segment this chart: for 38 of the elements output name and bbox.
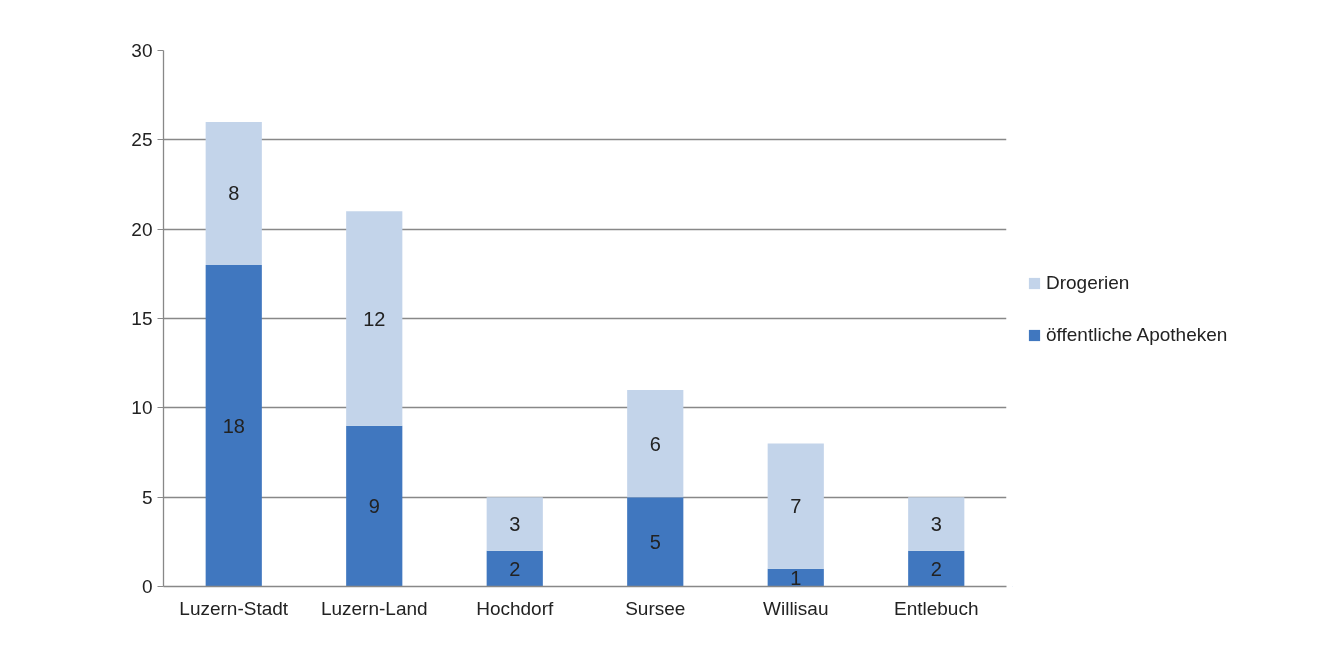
bar: [486, 550, 543, 587]
bar: [205, 121, 262, 265]
y-tick-label: 0: [141, 576, 153, 597]
bar: [627, 389, 684, 498]
data-label: 5: [649, 530, 661, 553]
bar: [767, 443, 824, 569]
bar: [627, 497, 684, 587]
x-tick-label: Sursee: [625, 597, 686, 619]
x-tick-label: Willisau: [763, 597, 829, 619]
data-label: 3: [930, 512, 942, 535]
data-label: 7: [790, 495, 802, 518]
data-label: 3: [509, 512, 521, 535]
data-label: 18: [222, 414, 245, 437]
legend-label: öffentliche Apotheken: [1046, 324, 1228, 346]
y-tick-label: 20: [131, 218, 153, 240]
bar: [908, 497, 965, 551]
bar: [205, 264, 262, 587]
y-tick-label: 10: [131, 397, 153, 419]
legend-label: Drogerien: [1046, 272, 1130, 294]
data-label: 2: [509, 557, 521, 580]
data-label: 2: [930, 557, 942, 580]
data-label: 1: [790, 566, 802, 589]
y-tick-label: 30: [131, 40, 153, 61]
x-tick-label: Luzern-Land: [320, 597, 428, 619]
bar: [486, 497, 543, 551]
bar: [346, 425, 403, 587]
y-tick-label: 5: [141, 486, 153, 508]
y-tick-label: 25: [131, 129, 153, 151]
data-label: 8: [228, 182, 240, 205]
x-tick-label: Hochdorf: [476, 597, 555, 619]
bar: [908, 550, 965, 587]
data-label: 12: [363, 307, 386, 330]
x-tick-label: Entlebuch: [894, 597, 979, 619]
bar: [346, 211, 403, 426]
y-tick-label: 15: [131, 308, 153, 329]
x-tick-label: Luzern-Stadt: [179, 597, 289, 619]
data-label: 9: [368, 495, 380, 518]
data-label: 6: [649, 432, 661, 455]
